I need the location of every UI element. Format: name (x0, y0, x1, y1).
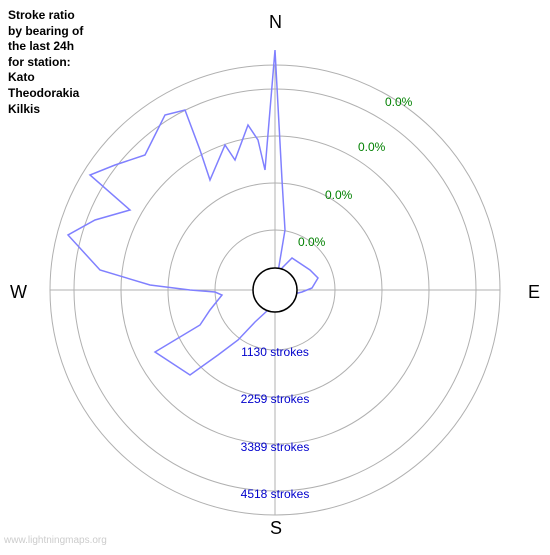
cardinal-n: N (269, 12, 282, 33)
polar-chart: N E S W 0.0% 0.0% 0.0% 0.0% 1130 strokes 2259 s… (0, 0, 550, 550)
stroke-count-label-1: 2259 strokes (241, 392, 310, 406)
attribution-text: www.lightningmaps.org (4, 535, 107, 546)
stroke-count-label-2: 3389 strokes (241, 440, 310, 454)
cardinal-w: W (10, 282, 27, 303)
stroke-count-label-0: 1130 strokes (241, 345, 309, 359)
chart-svg (0, 0, 550, 550)
cardinal-e: E (528, 282, 540, 303)
ratio-label-2: 0.0% (325, 188, 352, 202)
ratio-label-0: 0.0% (385, 95, 412, 109)
ratio-label-1: 0.0% (358, 140, 385, 154)
cardinal-s: S (270, 518, 282, 539)
ratio-label-3: 0.0% (298, 235, 325, 249)
stroke-count-label-3: 4518 strokes (241, 487, 310, 501)
